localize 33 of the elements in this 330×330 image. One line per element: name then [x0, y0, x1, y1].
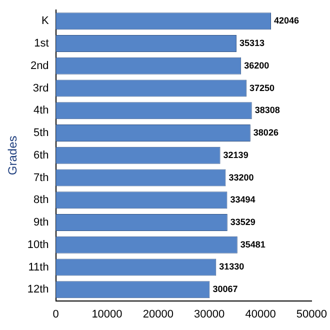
y-tick-label: 10th [27, 238, 49, 251]
x-tick-label: 20000 [142, 308, 174, 320]
x-tick-label: 30000 [194, 308, 225, 320]
y-tick-label: K [41, 15, 50, 28]
data-label: 42046 [274, 16, 300, 26]
y-tick-label: 6th [34, 149, 49, 162]
data-label: 33494 [230, 194, 256, 205]
y-tick-label: 9th [34, 216, 49, 229]
data-label: 32139 [223, 150, 248, 160]
data-label: 35313 [240, 38, 265, 48]
y-tick-label: 4th [34, 104, 49, 117]
data-label: 33529 [230, 216, 256, 227]
data-label: 33200 [228, 172, 254, 182]
data-label: 30067 [212, 284, 238, 294]
y-axis-title: Grades [6, 136, 20, 176]
y-tick-label: 11th [28, 261, 49, 274]
data-label: 38308 [254, 105, 280, 116]
data-label: 36200 [244, 60, 270, 70]
y-tick-label: 1st [34, 38, 49, 50]
y-tick-label: 8th [34, 194, 49, 206]
y-tick-label: 7th [34, 172, 49, 184]
data-label: 31330 [219, 262, 244, 272]
data-label: 35481 [240, 239, 266, 250]
y-tick-label: 2nd [30, 60, 49, 72]
x-tick-label: 40000 [245, 308, 276, 320]
y-tick-label: 3rd [32, 82, 49, 94]
data-label: 38026 [253, 128, 278, 138]
y-tick-label: 5th [34, 127, 49, 140]
y-tick-label: 12th [27, 284, 49, 296]
data-label: 37250 [249, 82, 274, 93]
x-tick-label: 10000 [92, 308, 122, 320]
x-tick-label: 0 [52, 308, 59, 320]
x-tick-label: 50000 [296, 308, 328, 320]
